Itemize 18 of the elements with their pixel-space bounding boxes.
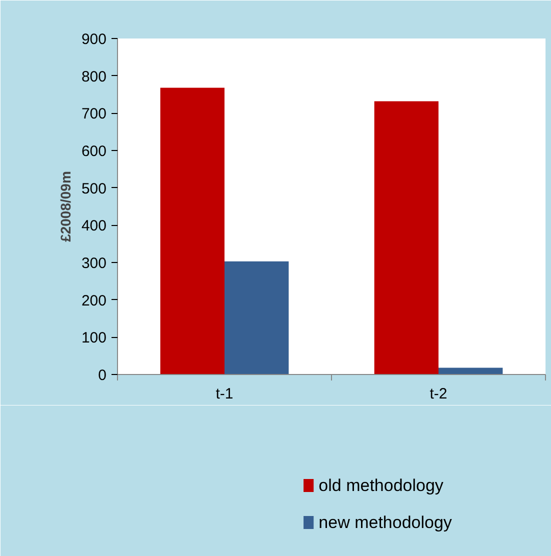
y-tick-label: 200: [81, 292, 107, 310]
y-axis-title: £2008/09m: [57, 171, 74, 242]
legend-label: old methodology: [318, 476, 444, 495]
y-tick-label: 600: [81, 143, 107, 160]
y-tick-label: 400: [81, 218, 107, 235]
legend-label: new methodology: [318, 513, 452, 532]
y-tick-label: 0: [98, 367, 106, 384]
y-tick-label: 700: [81, 106, 107, 123]
bar: [374, 101, 438, 374]
y-tick-label: 100: [81, 330, 107, 347]
y-tick-label: 500: [81, 180, 107, 198]
bar: [224, 261, 289, 374]
x-tick-label: t-1: [216, 386, 234, 402]
y-tick-label: 800: [81, 68, 107, 86]
y-tick-label: 900: [81, 31, 107, 48]
y-tick-label: 300: [81, 255, 107, 272]
x-tick-label: t-2: [430, 386, 448, 402]
bar: [160, 88, 224, 374]
